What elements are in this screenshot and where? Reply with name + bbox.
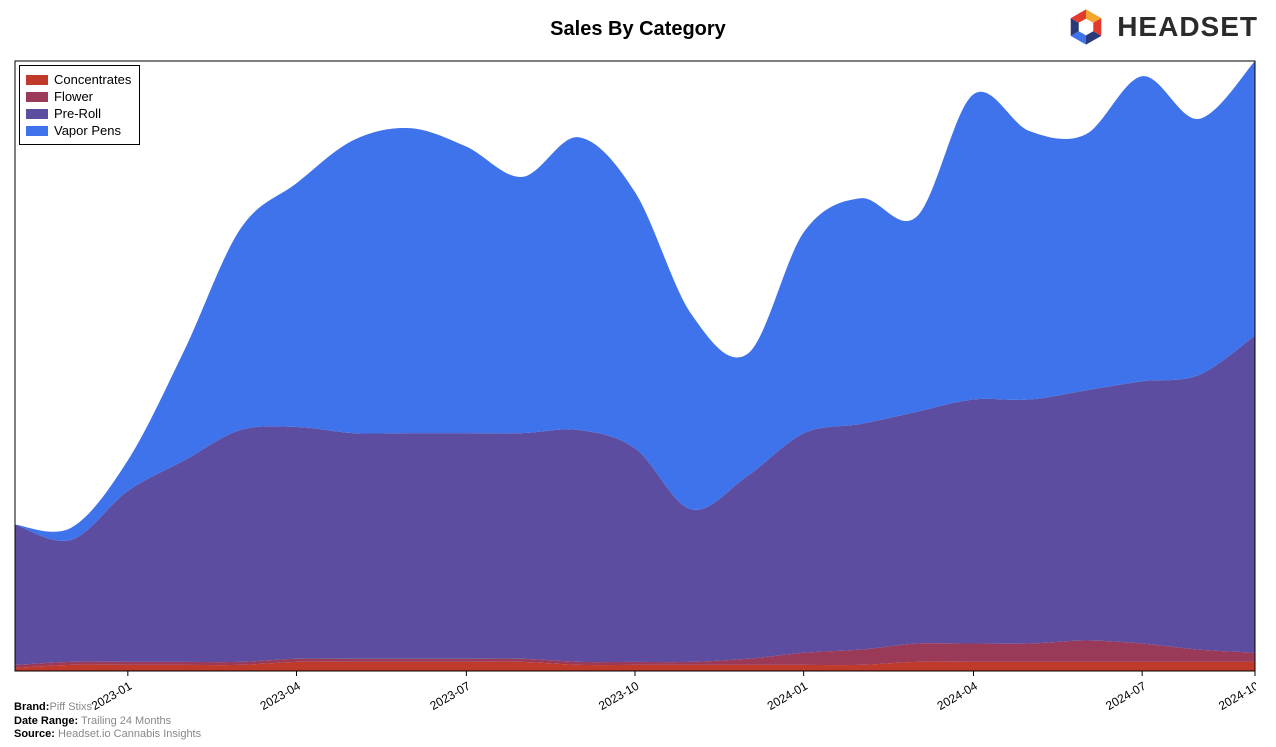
meta-source-label: Source:	[14, 728, 55, 740]
x-tick-label: 2024-04	[935, 679, 980, 713]
chart-metadata: Brand:Piff Stixs Date Range: Trailing 24…	[14, 701, 201, 741]
legend-item: Pre-Roll	[26, 106, 131, 121]
x-tick-label: 2023-07	[428, 679, 473, 713]
meta-source-value: Headset.io Cannabis Insights	[58, 728, 201, 740]
meta-source: Source: Headset.io Cannabis Insights	[14, 728, 201, 741]
x-tick-label: 2024-10	[1216, 679, 1256, 713]
headset-logo-text: HEADSET	[1117, 11, 1258, 43]
legend-item: Vapor Pens	[26, 123, 131, 138]
legend-label: Pre-Roll	[54, 106, 101, 121]
x-tick-label: 2023-04	[258, 679, 303, 713]
x-tick-label: 2024-01	[765, 679, 810, 713]
meta-date-range-label: Date Range:	[14, 715, 78, 727]
legend-label: Vapor Pens	[54, 123, 121, 138]
figure-container: Sales By Category HEADSET 2023-012023-04…	[0, 0, 1276, 747]
legend-swatch	[26, 92, 48, 102]
legend: Concentrates Flower Pre-Roll Vapor Pens	[19, 65, 140, 145]
legend-item: Concentrates	[26, 72, 131, 87]
legend-label: Flower	[54, 89, 93, 104]
legend-item: Flower	[26, 89, 131, 104]
headset-logo-icon	[1065, 6, 1107, 48]
legend-swatch	[26, 126, 48, 136]
legend-label: Concentrates	[54, 72, 131, 87]
stacked-area-chart: 2023-012023-042023-072023-102024-012024-…	[14, 60, 1256, 740]
meta-date-range: Date Range: Trailing 24 Months	[14, 715, 201, 728]
meta-brand-value: Piff Stixs	[49, 701, 92, 713]
x-tick-label: 2024-07	[1103, 679, 1148, 713]
legend-swatch	[26, 109, 48, 119]
legend-swatch	[26, 75, 48, 85]
meta-brand-label: Brand:	[14, 701, 49, 713]
chart-area: 2023-012023-042023-072023-102024-012024-…	[14, 60, 1256, 745]
meta-date-range-value: Trailing 24 Months	[81, 715, 171, 727]
headset-logo: HEADSET	[1065, 6, 1258, 48]
x-tick-label: 2023-10	[596, 679, 641, 713]
meta-brand: Brand:Piff Stixs	[14, 701, 201, 714]
